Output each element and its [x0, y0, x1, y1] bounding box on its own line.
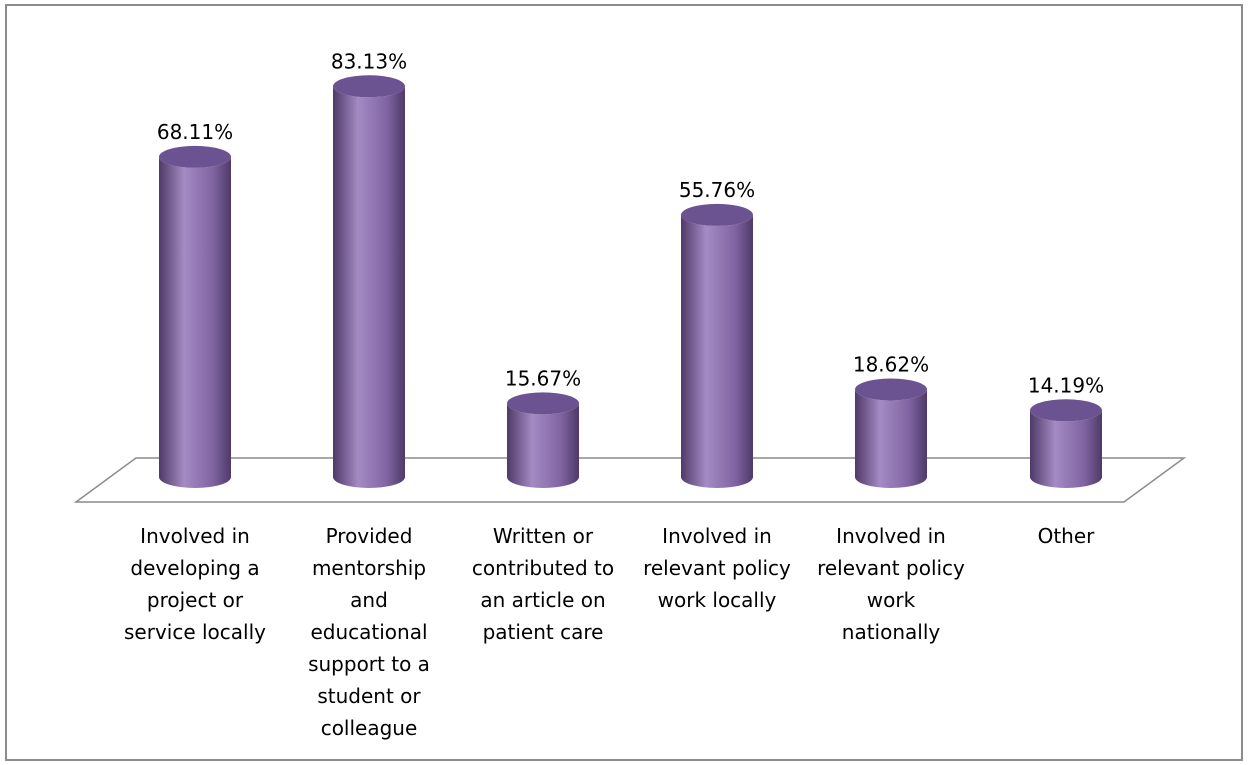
- data-label: 55.76%: [679, 178, 755, 202]
- bar-top-cap: [1030, 399, 1102, 422]
- chart-floor: [73, 457, 1187, 503]
- bar-1: [159, 145, 231, 488]
- bar-body: [333, 86, 405, 488]
- bar-top-cap: [333, 75, 405, 98]
- data-label: 14.19%: [1028, 373, 1104, 397]
- bar-body: [681, 214, 753, 489]
- bar-5: [855, 378, 927, 488]
- category-label: Written or contributed to an article on …: [471, 524, 615, 644]
- data-label: 83.13%: [331, 49, 407, 73]
- category-label: Provided mentorship and educational supp…: [308, 524, 430, 740]
- bar-2: [333, 75, 405, 488]
- data-label: 18.62%: [853, 352, 929, 376]
- data-label: 68.11%: [157, 120, 233, 144]
- bar-body: [507, 403, 579, 488]
- bar-6: [1030, 399, 1102, 488]
- category-label: Involved in relevant policy work nationa…: [817, 524, 965, 644]
- bars-group: [159, 75, 1102, 489]
- value-labels-group: 68.11% 83.13% 15.67% 55.76% 18.62% 14.19%: [157, 49, 1104, 397]
- bar-body: [855, 389, 927, 488]
- category-label: Involved in developing a project or serv…: [124, 524, 266, 644]
- bar-3: [507, 392, 579, 488]
- bar-body: [1030, 410, 1102, 488]
- bar-top-cap: [855, 378, 927, 401]
- category-label: Other: [1037, 524, 1095, 548]
- data-label: 15.67%: [505, 366, 581, 390]
- bar-body: [159, 156, 231, 488]
- bar-4: [681, 203, 753, 489]
- bar-top-cap: [681, 203, 753, 226]
- category-label: Involved in relevant policy work locally: [643, 524, 791, 612]
- bar-top-cap: [507, 392, 579, 415]
- bar-top-cap: [159, 145, 231, 168]
